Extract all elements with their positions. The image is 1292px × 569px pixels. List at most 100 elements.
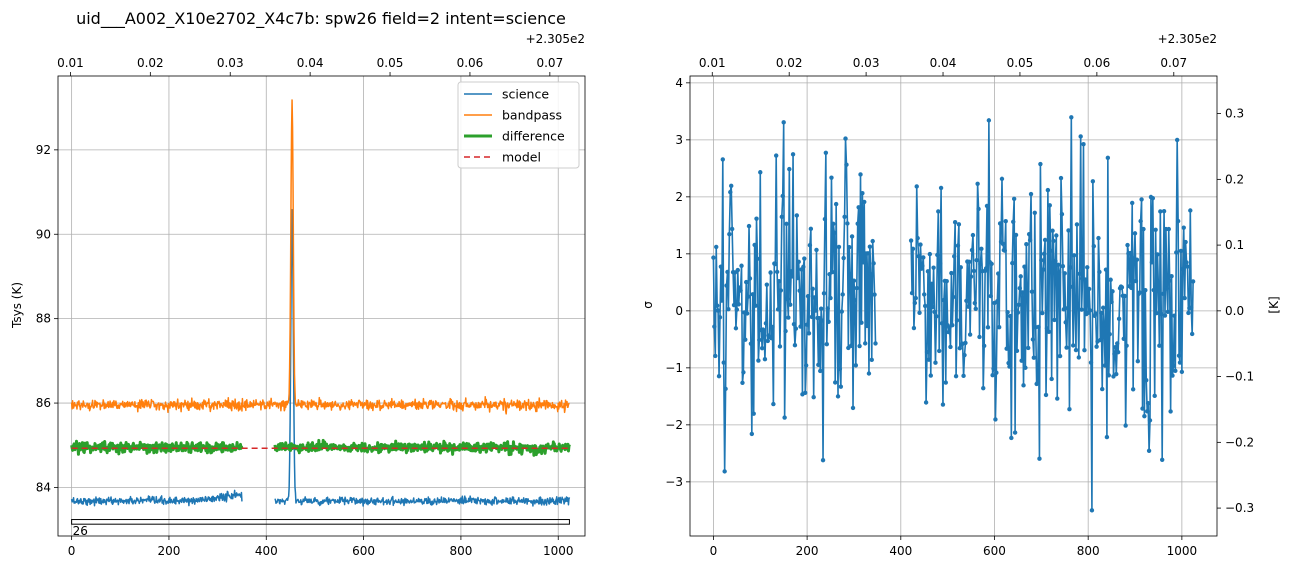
sigma-point — [722, 469, 727, 474]
sigma-point — [755, 256, 760, 262]
sigma-point — [739, 263, 744, 268]
sigma-point — [1024, 241, 1029, 247]
sigma-point — [1065, 306, 1070, 311]
channel-range-label: 26 — [73, 524, 88, 538]
sigma-point — [1051, 238, 1056, 244]
sigma-point — [1125, 242, 1130, 248]
sigma-point — [1143, 288, 1148, 293]
sigma-point — [1049, 376, 1054, 382]
sigma-point — [811, 394, 816, 400]
sigma-point — [863, 341, 868, 346]
left-series — [70, 99, 571, 507]
sigma-point — [1039, 257, 1044, 263]
sigma-point — [852, 298, 858, 303]
sigma-point — [847, 245, 852, 250]
sigma-point — [1146, 448, 1152, 453]
sigma-point — [721, 360, 726, 365]
sigma-point — [1153, 227, 1158, 232]
y-tick-label: −3 — [665, 475, 683, 489]
sigma-point — [1027, 237, 1033, 243]
sigma-point — [928, 373, 933, 378]
sigma-point — [1070, 343, 1076, 348]
sigma-point — [870, 238, 875, 244]
sigma-point — [850, 405, 856, 411]
sigma-point — [971, 268, 977, 274]
sigma-point — [761, 330, 767, 335]
sigma-point — [727, 231, 732, 237]
series-line-difference — [70, 438, 571, 457]
x-tick-label: 200 — [796, 544, 819, 558]
sigma-point — [1004, 346, 1009, 351]
y-tick-label: 1 — [675, 247, 683, 261]
sigma-point — [1041, 251, 1047, 257]
sigma-point — [967, 332, 973, 337]
sigma-point — [764, 282, 770, 287]
sigma-point — [1059, 211, 1065, 217]
sigma-point — [912, 300, 918, 306]
channel-range-rect — [71, 519, 570, 525]
sigma-point — [1050, 228, 1055, 233]
legend-box — [457, 81, 580, 169]
sigma-point — [939, 321, 945, 326]
sigma-point — [853, 363, 859, 368]
top-tick-label: 0.02 — [137, 56, 164, 70]
sigma-point — [1115, 341, 1120, 346]
sigma-point — [1076, 355, 1082, 360]
sigma-point — [822, 216, 828, 222]
sigma-point — [975, 181, 980, 186]
sigma-point — [1021, 383, 1026, 388]
sigma-point — [1090, 179, 1096, 184]
sigma-point — [1112, 351, 1117, 357]
sigma-point — [1075, 304, 1081, 309]
sigma-point — [923, 400, 929, 405]
sigma-point — [1171, 363, 1176, 368]
sigma-point — [1007, 364, 1012, 369]
sigma-point — [773, 153, 779, 158]
sigma-point — [1016, 302, 1022, 307]
sigma-point — [854, 285, 859, 291]
legend-label-bandpass: bandpass — [502, 108, 562, 123]
sigma-point — [1166, 226, 1171, 232]
sigma-point — [754, 216, 759, 221]
sigma-point — [1052, 317, 1057, 323]
y-tick-label: 92 — [36, 143, 51, 157]
sigma-line-segment — [712, 121, 877, 473]
sigma-point — [1141, 226, 1146, 232]
top-tick-label: 0.04 — [297, 56, 324, 70]
sigma-point — [1132, 231, 1138, 236]
sigma-point — [918, 242, 923, 247]
sigma-point — [986, 118, 992, 123]
sigma-point — [1154, 310, 1159, 316]
sigma-point — [1000, 241, 1006, 247]
sigma-point — [961, 373, 966, 379]
sigma-point — [1044, 326, 1050, 331]
sigma-point — [833, 380, 838, 385]
sigma-point — [736, 302, 741, 307]
sigma-point — [1129, 285, 1134, 291]
sigma-point — [756, 358, 761, 363]
sigma-point — [940, 402, 946, 407]
right-y-tick-label: 0.3 — [1225, 107, 1244, 121]
sigma-point — [983, 266, 989, 271]
right-y-tick-label: −0.1 — [1225, 370, 1254, 384]
right-axes-frame — [689, 75, 1218, 537]
top-tick-label: 0.07 — [1160, 56, 1187, 70]
sigma-point — [816, 362, 821, 368]
sigma-point — [966, 259, 972, 264]
sigma-point — [758, 170, 763, 175]
sigma-point — [1162, 313, 1168, 318]
sigma-point — [831, 221, 836, 227]
sigma-point — [1164, 286, 1170, 291]
sigma-point — [1150, 196, 1156, 201]
sigma-point — [970, 232, 976, 238]
sigma-point — [952, 254, 957, 259]
sigma-point — [993, 417, 998, 422]
sigma-point — [810, 286, 815, 292]
sigma-point — [1079, 307, 1084, 312]
sigma-point — [743, 337, 748, 342]
sigma-point — [855, 221, 860, 226]
sigma-point — [1087, 308, 1093, 313]
sigma-point — [1091, 243, 1097, 249]
sigma-point — [1014, 348, 1020, 354]
sigma-point — [968, 274, 974, 279]
